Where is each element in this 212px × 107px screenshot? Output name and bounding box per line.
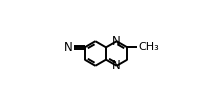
Text: N: N xyxy=(64,41,73,54)
Text: N: N xyxy=(112,35,121,48)
Text: CH₃: CH₃ xyxy=(138,42,159,52)
Text: N: N xyxy=(112,59,121,72)
